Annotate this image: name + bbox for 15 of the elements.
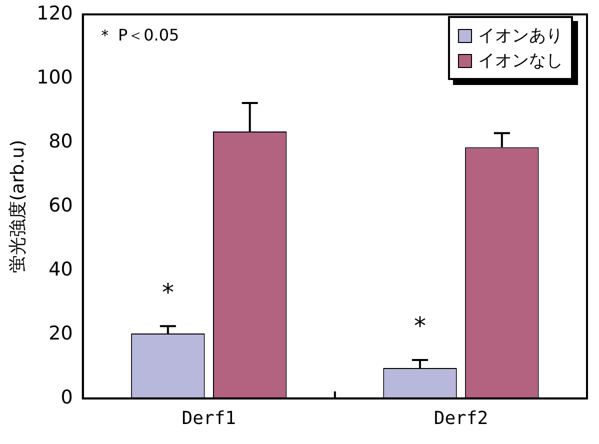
y-axis-title: 蛍光強度(arb.u) — [7, 140, 28, 273]
legend-label: イオンなし — [478, 50, 563, 72]
y-tick-label: 40 — [48, 258, 73, 280]
annotation: ＊ P＜0.05 — [96, 26, 180, 45]
y-tick-label: 120 — [36, 2, 73, 24]
y-tick-label: 20 — [48, 322, 73, 344]
y-tick-label: 60 — [48, 194, 73, 216]
annotation: * — [414, 312, 426, 340]
legend-label: イオンあり — [478, 25, 563, 48]
y-tick-label: 80 — [48, 130, 73, 152]
y-tick-label: 100 — [36, 66, 73, 88]
y-tick-label: 0 — [60, 386, 73, 408]
annotation: * — [162, 278, 174, 306]
x-tick-label: Derf1 — [182, 408, 236, 429]
x-tick-label: Derf2 — [434, 408, 488, 429]
